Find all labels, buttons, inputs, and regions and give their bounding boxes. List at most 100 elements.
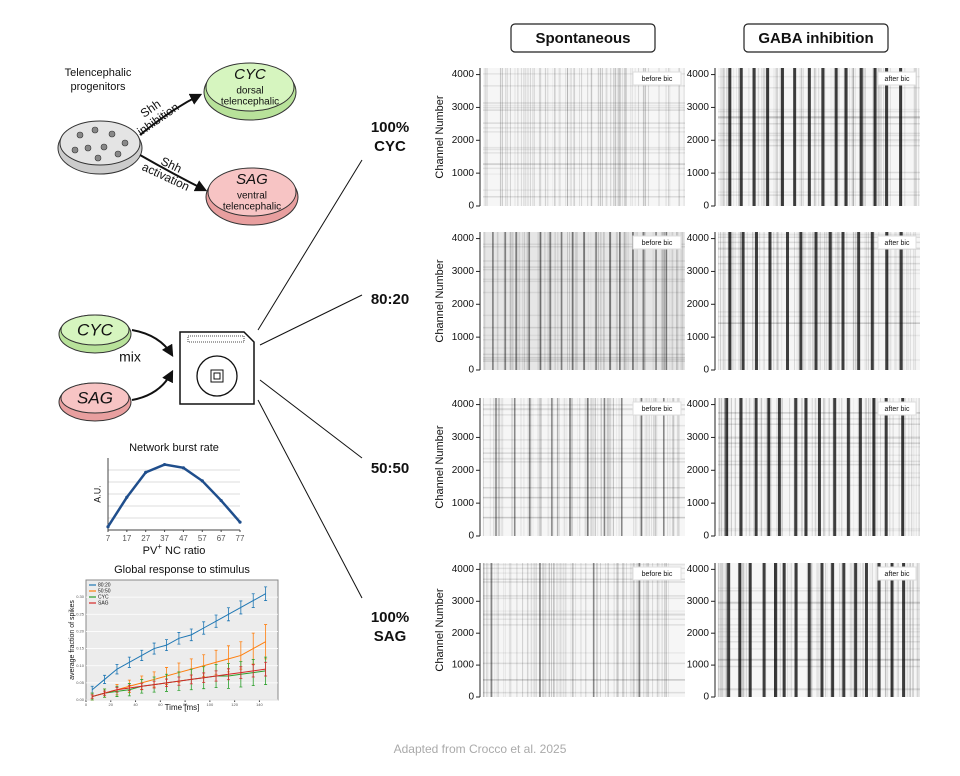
error-bar — [165, 678, 169, 688]
y-tick-label: 2000 — [452, 135, 475, 146]
error-bar — [140, 649, 144, 661]
y-tick-label: 1000 — [452, 660, 475, 671]
label: SAG — [236, 171, 268, 188]
y-tick-label: 1000 — [452, 498, 475, 509]
condition-label: CYC — [374, 138, 406, 155]
x-tick-label: 17 — [122, 534, 131, 543]
legend-label: CYC — [98, 594, 109, 600]
point — [106, 525, 110, 529]
label: dorsal — [236, 86, 263, 97]
condition-label: SAG — [374, 628, 407, 645]
x-tick-label: 40 — [133, 702, 138, 707]
y-tick-label: 3000 — [452, 266, 475, 277]
y-tick-label: 1000 — [687, 168, 710, 179]
x-tick-label: 47 — [179, 534, 188, 543]
raster-panel — [482, 563, 685, 697]
axis-label: Channel Number — [434, 425, 446, 508]
panel-tag-box — [877, 71, 917, 86]
x-tick-label: 100 — [207, 702, 214, 707]
error-bar — [177, 676, 181, 686]
x-tick-label: 27 — [141, 534, 150, 543]
error-bar — [90, 694, 94, 699]
panel-tag-box — [632, 71, 682, 86]
panel-tag: after bic — [885, 240, 910, 247]
y-tick-label: 0.05 — [76, 680, 85, 685]
label: SAG — [77, 388, 113, 407]
legend-label: 50:50 — [98, 588, 111, 594]
panel-tag-box — [877, 401, 917, 416]
panel-tag-box — [632, 401, 682, 416]
x-tick-label: 80 — [183, 702, 188, 707]
label: telencephalic — [223, 202, 281, 213]
dish-sag — [60, 382, 130, 414]
raster-bg — [483, 398, 685, 536]
error-bar — [152, 642, 156, 655]
y-tick-label: 4000 — [687, 399, 710, 410]
x-tick-label: 20 — [109, 702, 114, 707]
axis-label-part: NC ratio — [162, 545, 205, 557]
error-bar — [177, 632, 181, 645]
y-tick-label: 3000 — [452, 102, 475, 113]
error-bar — [189, 674, 193, 685]
x-tick-label: 120 — [231, 702, 238, 707]
panel-tag: before bic — [642, 76, 673, 83]
dish-sag — [207, 167, 297, 217]
label: progenitors — [70, 81, 126, 93]
cells — [71, 126, 129, 162]
y-tick-label: 0 — [468, 201, 474, 212]
error-bar — [251, 593, 255, 608]
label: CYC — [234, 66, 266, 83]
error-bar — [202, 621, 206, 635]
raster-panel — [718, 68, 920, 206]
panel-tag: before bic — [642, 240, 673, 247]
axis-label: PV+ NC ratio — [143, 542, 206, 557]
error-bar — [264, 661, 268, 677]
legend-label: 80:20 — [98, 582, 111, 588]
y-tick-label: 2000 — [687, 628, 710, 639]
y-tick-label: 0.25 — [76, 611, 85, 616]
point — [162, 462, 167, 467]
point — [219, 498, 223, 503]
y-tick-label: 0.30 — [76, 594, 85, 599]
chip-array — [213, 372, 221, 380]
error-bar — [214, 670, 218, 682]
y-tick-label: 0 — [703, 365, 709, 376]
error-bar — [251, 664, 255, 678]
error-bar — [115, 686, 119, 693]
label: ventral — [237, 191, 267, 202]
series-line — [106, 463, 241, 528]
raster-bg — [483, 68, 685, 206]
x-tick-label: 37 — [160, 534, 169, 543]
error-bar — [152, 680, 156, 689]
axis-label: A.U. — [92, 485, 102, 503]
error-bar — [202, 672, 206, 683]
label: Telencephalic — [65, 67, 132, 79]
arrow — [139, 93, 203, 136]
dish-cyc — [60, 314, 130, 346]
point — [200, 479, 204, 483]
error-bar — [165, 639, 169, 652]
y-tick-label: 4000 — [687, 69, 710, 80]
raster-panel — [717, 232, 920, 370]
raster-panel — [482, 398, 685, 536]
x-tick-label: 60 — [158, 702, 163, 707]
chart-title: Global response to stimulus — [114, 564, 250, 576]
point — [125, 495, 129, 499]
axis-label: Channel Number — [434, 259, 446, 342]
y-tick-label: 0 — [468, 531, 474, 542]
x-tick-label: 57 — [198, 534, 207, 543]
condition-label: 80:20 — [371, 291, 409, 308]
column-header: GABA inhibition — [758, 30, 873, 47]
y-tick-label: 4000 — [452, 69, 475, 80]
y-tick-label: 3000 — [687, 102, 710, 113]
axis-label: Channel Number — [434, 95, 446, 178]
y-tick-label: 3000 — [687, 266, 710, 277]
y-tick-label: 3000 — [452, 596, 475, 607]
error-bar — [127, 684, 131, 692]
arrow — [131, 329, 174, 358]
axis-label-part: PV — [143, 545, 158, 557]
raster-panel — [718, 398, 920, 536]
y-tick-label: 0 — [703, 531, 709, 542]
y-tick-label: 2000 — [687, 465, 710, 476]
chip-well — [196, 355, 238, 397]
